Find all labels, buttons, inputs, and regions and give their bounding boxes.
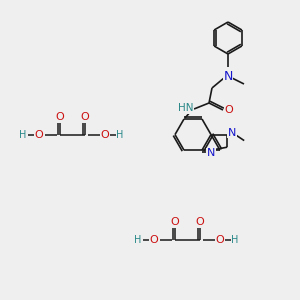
Text: O: O [34,130,43,140]
Text: O: O [56,112,64,122]
Text: O: O [171,217,179,227]
Text: H: H [134,235,142,245]
Text: O: O [216,235,224,245]
Text: N: N [223,70,233,83]
Text: O: O [150,235,158,245]
Text: N: N [207,148,215,158]
Text: N: N [228,128,236,138]
Text: H: H [19,130,27,140]
Text: HN: HN [178,103,194,113]
Text: O: O [225,105,233,115]
Text: H: H [231,235,239,245]
Text: O: O [196,217,204,227]
Text: H: H [116,130,124,140]
Text: O: O [81,112,89,122]
Text: O: O [100,130,109,140]
